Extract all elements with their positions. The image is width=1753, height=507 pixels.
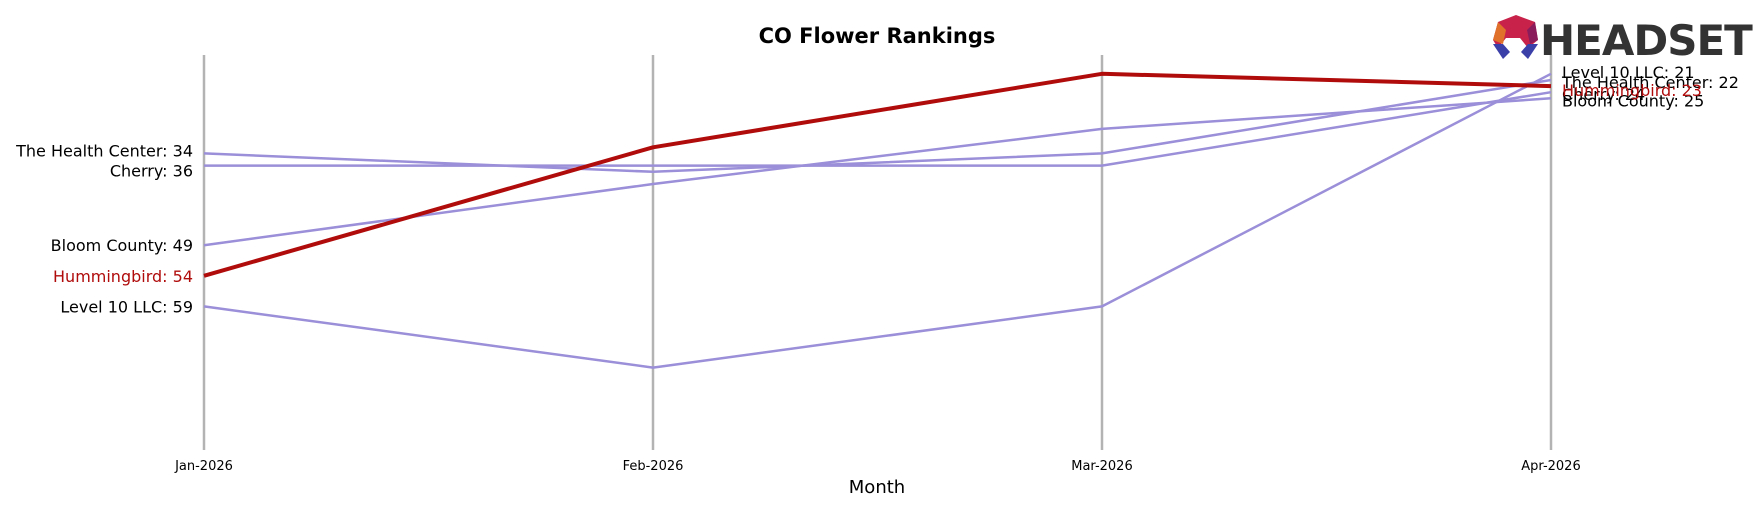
x-tick-labels: Jan-2026 Feb-2026 Mar-2026 Apr-2026 bbox=[174, 459, 1581, 474]
series-line-cherry bbox=[204, 90, 1552, 167]
headset-logo-text: HEADSET bbox=[1540, 16, 1753, 65]
logo-segment-bottom-right bbox=[1521, 44, 1538, 59]
x-tick-jan-2026: Jan-2026 bbox=[174, 459, 233, 474]
end-label-bloom-county: Bloom County: 25 bbox=[1562, 91, 1704, 110]
end-label-hummingbird: Hummingbird: 23 bbox=[1562, 81, 1702, 100]
end-label-the-health-center: The Health Center: 22 bbox=[1561, 73, 1739, 92]
x-tick-mar-2026: Mar-2026 bbox=[1071, 459, 1132, 474]
logo-segment-left bbox=[1493, 22, 1506, 44]
start-label-hummingbird: Hummingbird: 54 bbox=[53, 267, 193, 286]
headset-logo-icon bbox=[1493, 15, 1538, 59]
series-line-hummingbird bbox=[203, 71, 1552, 278]
end-label-cherry: Cherry: 24 bbox=[1562, 85, 1645, 104]
chart-title: CO Flower Rankings bbox=[759, 24, 996, 48]
headset-logo: HEADSET bbox=[1493, 15, 1753, 65]
series-line-the-health-center bbox=[203, 78, 1552, 174]
gridlines bbox=[202, 55, 1553, 450]
start-label-bloom-county: Bloom County: 49 bbox=[51, 236, 193, 255]
logo-segment-right bbox=[1527, 22, 1538, 44]
start-label-level-10-llc: Level 10 LLC: 59 bbox=[60, 297, 193, 316]
end-label-level-10-llc: Level 10 LLC: 21 bbox=[1562, 63, 1695, 82]
logo-segment-top bbox=[1493, 15, 1538, 48]
start-label-the-health-center: The Health Center: 34 bbox=[15, 141, 193, 160]
series-line-bloom-county bbox=[203, 97, 1552, 247]
x-tick-apr-2026: Apr-2026 bbox=[1521, 459, 1580, 474]
x-tick-feb-2026: Feb-2026 bbox=[623, 459, 684, 474]
series-lines bbox=[203, 71, 1552, 369]
start-labels: The Health Center: 34 Cherry: 36 Bloom Cou… bbox=[15, 141, 193, 316]
start-label-cherry: Cherry: 36 bbox=[110, 162, 193, 181]
x-axis-label: Month bbox=[849, 477, 905, 498]
logo-segment-bottom-left bbox=[1493, 44, 1510, 59]
series-line-level-10-llc bbox=[203, 72, 1552, 369]
